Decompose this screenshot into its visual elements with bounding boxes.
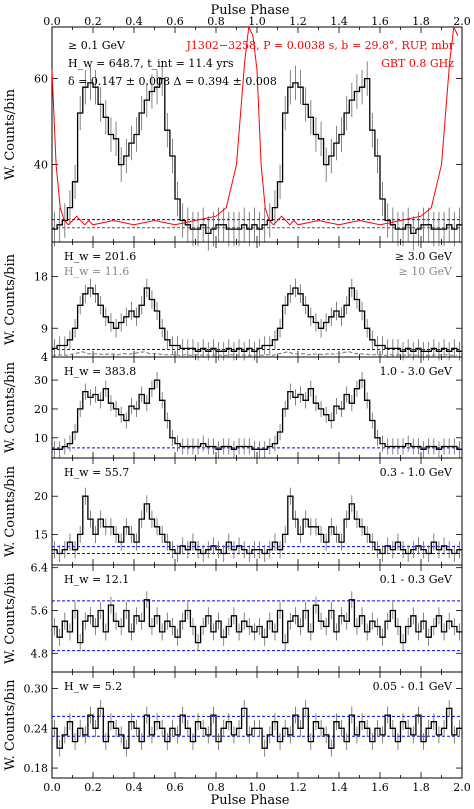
y-axis-label: W. Counts/bin [3, 679, 18, 771]
high-energy-profile [52, 351, 457, 356]
top-x-tick-label: 0.6 [166, 15, 184, 28]
top-x-tick-label: 0.8 [207, 15, 225, 28]
panel-5: 0.18 0.24 0.30 W. Counts/bin H_w = 5.2 0.05 -… [3, 671, 463, 779]
top-x-tick-label: 1.2 [289, 15, 307, 28]
y-tick-label: 20 [34, 490, 48, 503]
hw-label: H_w = 55.7 [64, 466, 129, 479]
radio-profile-line [51, 25, 459, 226]
top-x-tick-label: 0.4 [125, 15, 143, 28]
top-x-tick-label: 1.8 [412, 15, 430, 28]
panel-1: 4 9 18 W. Counts/bin H_w = 201.6 ≥ 3.0 GeV H_w… [3, 241, 463, 364]
bottom-x-tick-label: 0.0 [43, 781, 61, 794]
y-tick-label: 9 [41, 322, 48, 335]
bottom-x-tick-label: 1.4 [330, 781, 348, 794]
peak-separation-label: δ = 0.147 ± 0.008 Δ = 0.394 ± 0.008 [68, 75, 277, 88]
y-axis-label: W. Counts/bin [3, 465, 18, 557]
y-tick-label: 18 [34, 271, 48, 284]
y-tick-label: 10 [34, 432, 48, 445]
y-axis-label: W. Counts/bin [3, 361, 18, 453]
panel-3: 15 20 W. Counts/bin H_w = 55.7 0.3 - 1.0 GeV [3, 457, 463, 566]
y-axis-label: W. Counts/bin [3, 88, 18, 180]
energy-range-label: ≥ 3.0 GeV [395, 250, 453, 263]
energy-secondary-label: ≥ 10 GeV [399, 265, 454, 278]
light-curve-histogram [52, 287, 462, 352]
y-tick-label: 20 [34, 403, 48, 416]
energy-range-label: 0.1 - 0.3 GeV [380, 573, 453, 586]
bottom-xlabel: Pulse Phase [210, 793, 289, 808]
bottom-x-tick-label: 1.2 [289, 781, 307, 794]
y-tick-label: 60 [34, 73, 48, 86]
y-axis-label: W. Counts/bin [3, 253, 18, 345]
bottom-x-tick-label: 2.0 [453, 781, 471, 794]
y-tick-label: 6.4 [31, 562, 49, 575]
bottom-x-tick-label: 0.6 [166, 781, 184, 794]
top-x-tick-label: 1.4 [330, 15, 348, 28]
top-x-tick-label: 0.2 [84, 15, 102, 28]
panel-2: 10 20 30 W. Counts/bin H_w = 383.8 1.0 - 3.0 … [3, 356, 463, 459]
hw-label: H_w = 383.8 [64, 365, 136, 378]
energy-range-label: 1.0 - 3.0 GeV [380, 365, 453, 378]
hw-label: H_w = 5.2 [64, 680, 122, 693]
y-tick-label: 4 [41, 351, 48, 364]
energy-range-label: 0.05 - 0.1 GeV [373, 680, 453, 693]
y-tick-label: 40 [34, 159, 48, 172]
top-x-tick-label: 1.6 [371, 15, 389, 28]
panels: 40 60 W. Counts/bin ≥ 0.1 GeV H_w = 648.7, t… [3, 15, 471, 794]
y-axis-label: W. Counts/bin [3, 572, 18, 664]
top-xlabel: Pulse Phase [210, 3, 289, 18]
bottom-x-tick-label: 1.8 [412, 781, 430, 794]
hw-label: H_w = 12.1 [64, 573, 129, 586]
y-tick-label: 5.6 [31, 604, 49, 617]
bottom-x-tick-label: 0.4 [125, 781, 143, 794]
y-tick-label: 30 [34, 374, 48, 387]
pulsar-info-label: J1302−3258, P = 0.0038 s, b = 29.8°, RUP… [185, 39, 454, 52]
top-x-tick-label: 1.0 [248, 15, 266, 28]
bottom-x-tick-label: 1.6 [371, 781, 389, 794]
top-x-tick-label: 0.0 [43, 15, 61, 28]
energy-range-label: ≥ 0.1 GeV [68, 39, 126, 52]
light-curve-histogram [52, 599, 462, 644]
top-x-tick-label: 2.0 [453, 15, 471, 28]
radio-band-label: GBT 0.8 GHz [381, 57, 454, 70]
hw-label: H_w = 201.6 [64, 250, 136, 263]
bottom-x-tick-label: 0.2 [84, 781, 102, 794]
hw-label: H_w = 648.7, t_int = 11.4 yrs [68, 57, 234, 70]
light-curve-histogram [52, 707, 462, 749]
y-tick-label: 0.18 [24, 762, 49, 775]
hw-secondary-label: H_w = 11.6 [64, 265, 129, 278]
bottom-x-tick-label: 1.0 [248, 781, 266, 794]
panel-4: 4.8 5.6 6.4 W. Counts/bin H_w = 12.1 0.1 - 0.… [3, 562, 463, 673]
y-tick-label: 15 [34, 528, 48, 541]
bottom-x-tick-label: 0.8 [207, 781, 225, 794]
y-tick-label: 0.30 [24, 683, 49, 696]
light-curve-histogram [52, 77, 462, 235]
y-tick-label: 4.8 [31, 647, 49, 660]
y-tick-label: 0.24 [24, 722, 49, 735]
light-curve-histogram [52, 379, 462, 450]
energy-range-label: 0.3 - 1.0 GeV [380, 466, 453, 479]
light-curve-histogram [52, 495, 462, 555]
panel-0: 40 60 W. Counts/bin ≥ 0.1 GeV H_w = 648.7, t… [3, 25, 463, 251]
